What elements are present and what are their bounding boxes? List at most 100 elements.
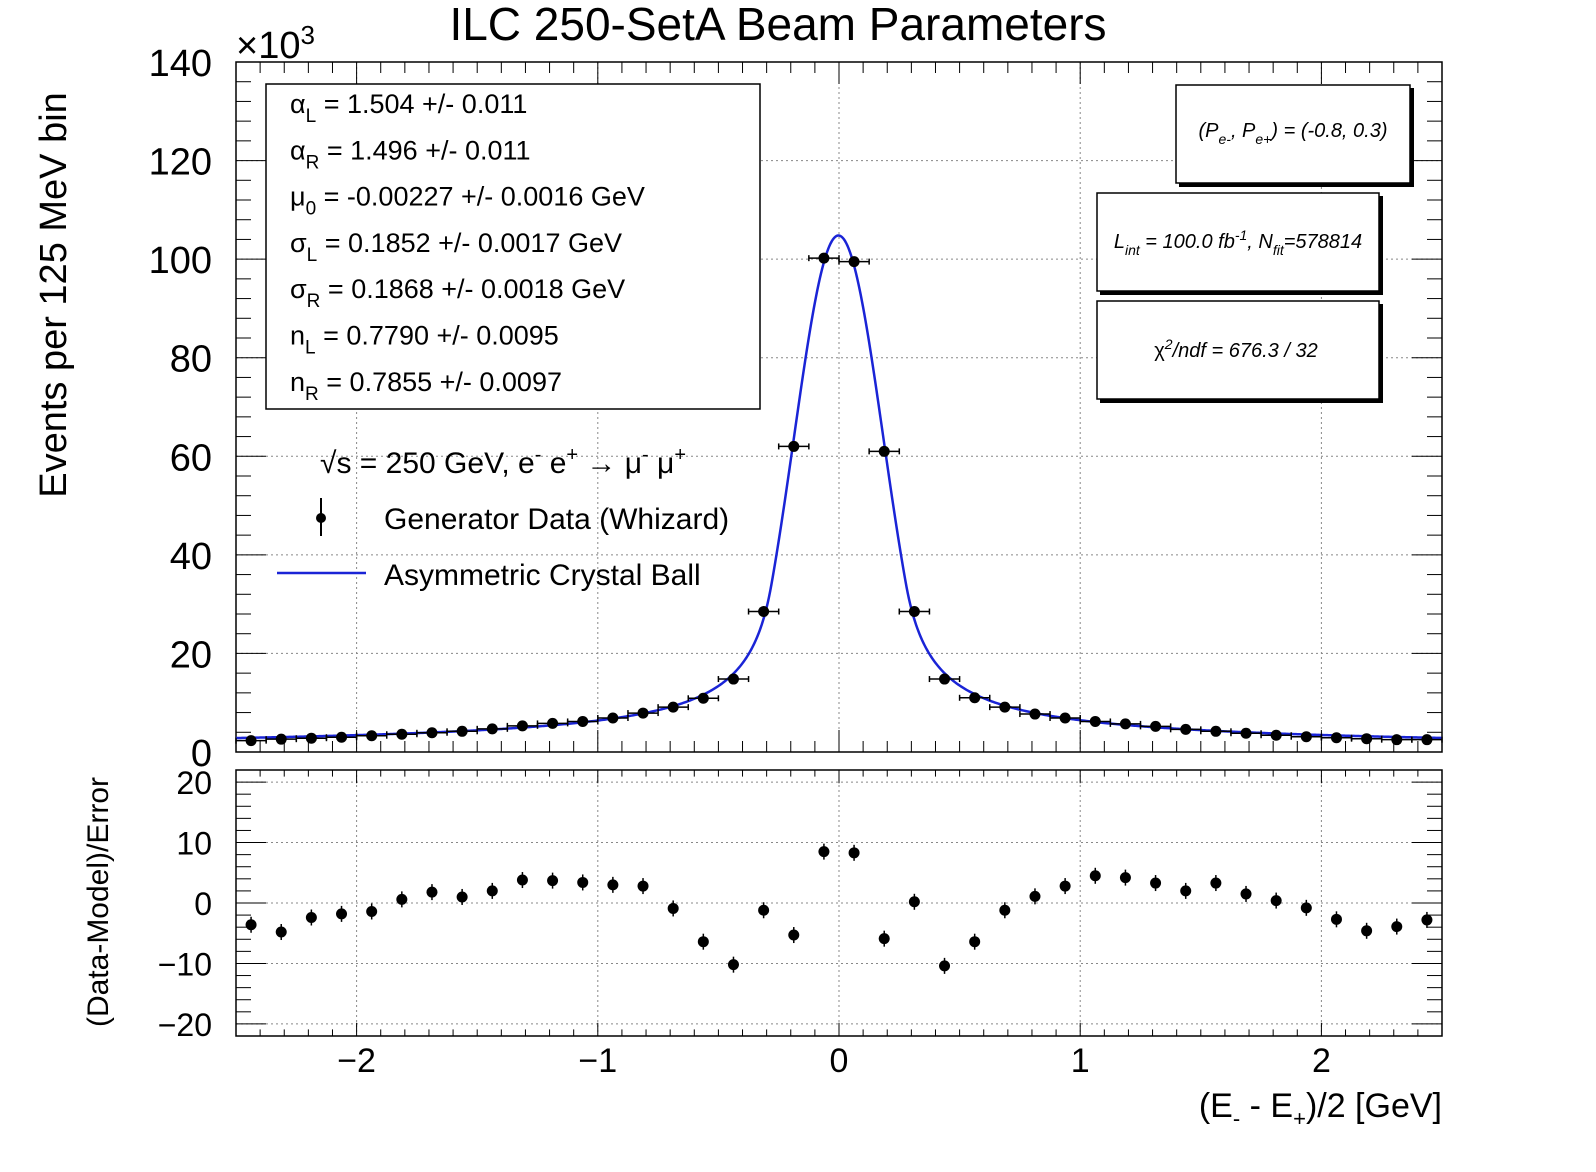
residual-point: [1300, 902, 1312, 914]
data-point: [697, 692, 709, 704]
fit-parameter-value: 0.7790 +/- 0.0095: [346, 321, 558, 351]
residual-point: [939, 960, 951, 972]
residual-point: [547, 875, 559, 887]
fit-parameter-subscript: R: [305, 384, 319, 405]
residual-point: [245, 919, 257, 931]
data-point: [969, 692, 981, 704]
residual-point: [969, 936, 981, 948]
fit-parameter-subscript: R: [306, 152, 320, 173]
fit-parameter-value: 0.1852 +/- 0.0017 GeV: [348, 228, 622, 258]
data-point: [1361, 733, 1373, 745]
data-point: [667, 701, 679, 713]
legend-data-label: Generator Data (Whizard): [384, 503, 729, 536]
fit-parameter-value: -0.00227 +/- 0.0016 GeV: [347, 182, 645, 212]
data-point: [1089, 715, 1101, 727]
fit-parameter-subscript: 0: [306, 199, 317, 220]
fit-parameter-symbol: σ: [290, 228, 307, 258]
residual-point: [607, 879, 619, 891]
residual-point: [577, 876, 589, 888]
bottom-data-points: [245, 843, 1433, 974]
residual-point: [1240, 888, 1252, 900]
data-point: [336, 731, 348, 743]
top-y-tick-label: 120: [149, 142, 212, 184]
top-plot-frame: [235, 61, 1443, 753]
fit-parameter-value: 0.1868 +/- 0.0018 GeV: [351, 274, 625, 304]
top-y-tick-label: 0: [191, 733, 212, 775]
fit-parameter-equals: =: [317, 228, 348, 258]
data-point: [1210, 725, 1222, 737]
residual-point: [1150, 877, 1162, 889]
top-y-axis-title: Events per 125 MeV bin: [33, 92, 75, 498]
top-ticks: [235, 61, 1443, 753]
fit-parameter-value: 1.496 +/- 0.011: [350, 135, 530, 165]
data-point: [305, 732, 317, 744]
legend-fit-label: Asymmetric Crystal Ball: [384, 559, 701, 592]
residual-point: [1029, 890, 1041, 902]
fit-parameter-row: μ0 = -0.00227 +/- 0.0016 GeV: [290, 182, 645, 220]
bottom-y-axis-title: (Data-Model)/Error: [82, 777, 115, 1027]
luminosity-box: Lint = 100.0 fb-1, Nfit=578814: [1096, 192, 1383, 295]
data-point: [999, 701, 1011, 713]
residual-point: [908, 896, 920, 908]
data-point: [818, 252, 830, 264]
fit-parameter-symbol: n: [290, 367, 305, 397]
data-point: [1300, 731, 1312, 743]
fit-parameter-symbol: μ: [290, 182, 306, 212]
data-point: [456, 725, 468, 737]
chi2-box: χ2/ndf = 676.3 / 32: [1096, 300, 1383, 403]
fit-parameter-symbol: σ: [290, 274, 307, 304]
bottom-plot-frame: [235, 769, 1443, 1037]
residual-point: [426, 886, 438, 898]
data-point: [878, 445, 890, 457]
top-y-tick-label: 40: [170, 536, 212, 578]
fit-parameter-symbol: α: [290, 89, 306, 119]
bottom-grid: [236, 770, 1442, 1036]
residual-point: [516, 874, 528, 886]
top-y-tick-labels: 0 20 40 60 80 100 120 140: [149, 43, 212, 775]
fit-parameter-symbol: α: [290, 135, 306, 165]
chart-title: ILC 250-SetA Beam Parameters: [449, 0, 1106, 50]
fit-parameter-row: αL = 1.504 +/- 0.011: [290, 89, 527, 127]
data-point: [1240, 727, 1252, 739]
bottom-y-tick-label: −10: [158, 946, 212, 982]
polarization-box: (Pe-, Pe+) = (-0.8, 0.3): [1175, 84, 1414, 187]
residual-point: [396, 893, 408, 905]
data-point: [788, 440, 800, 452]
bottom-y-tick-label: 0: [194, 886, 212, 922]
data-point: [1421, 734, 1433, 746]
residual-point: [1210, 877, 1222, 889]
fit-parameter-row: nL = 0.7790 +/- 0.0095: [290, 321, 559, 359]
residual-point: [305, 912, 317, 924]
residual-point: [336, 908, 348, 920]
process-label: √s = 250 GeV, e- e+ → μ- μ+: [320, 444, 686, 480]
data-point: [245, 735, 257, 747]
residual-point: [878, 933, 890, 945]
residual-point: [1119, 872, 1131, 884]
residual-point: [1421, 914, 1433, 926]
residual-point: [1089, 870, 1101, 882]
data-point: [607, 712, 619, 724]
luminosity-text: Lint = 100.0 fb-1, Nfit=578814: [1114, 227, 1362, 258]
fit-parameter-subscript: L: [305, 338, 316, 359]
fit-parameter-equals: =: [319, 367, 350, 397]
residual-point: [848, 847, 860, 859]
top-data-points: [235, 252, 1443, 747]
top-y-tick-label: 60: [170, 437, 212, 479]
fit-parameter-row: σL = 0.1852 +/- 0.0017 GeV: [290, 228, 622, 266]
x-tick-label: −2: [337, 1042, 376, 1080]
fit-parameter-symbol: n: [290, 321, 305, 351]
data-point: [758, 606, 770, 618]
residual-point: [637, 880, 649, 892]
fit-parameter-row: σR = 0.1868 +/- 0.0018 GeV: [290, 274, 625, 312]
residual-point: [999, 904, 1011, 916]
data-point: [396, 728, 408, 740]
fit-parameter-subscript: R: [307, 291, 321, 312]
residual-point: [1059, 880, 1071, 892]
residual-point: [788, 929, 800, 941]
x-axis-title: (E- - E+)/2 [GeV]: [1199, 1087, 1442, 1131]
data-point: [547, 717, 559, 729]
data-point: [1180, 723, 1192, 735]
data-point: [908, 606, 920, 618]
fit-parameter-equals: =: [316, 182, 347, 212]
